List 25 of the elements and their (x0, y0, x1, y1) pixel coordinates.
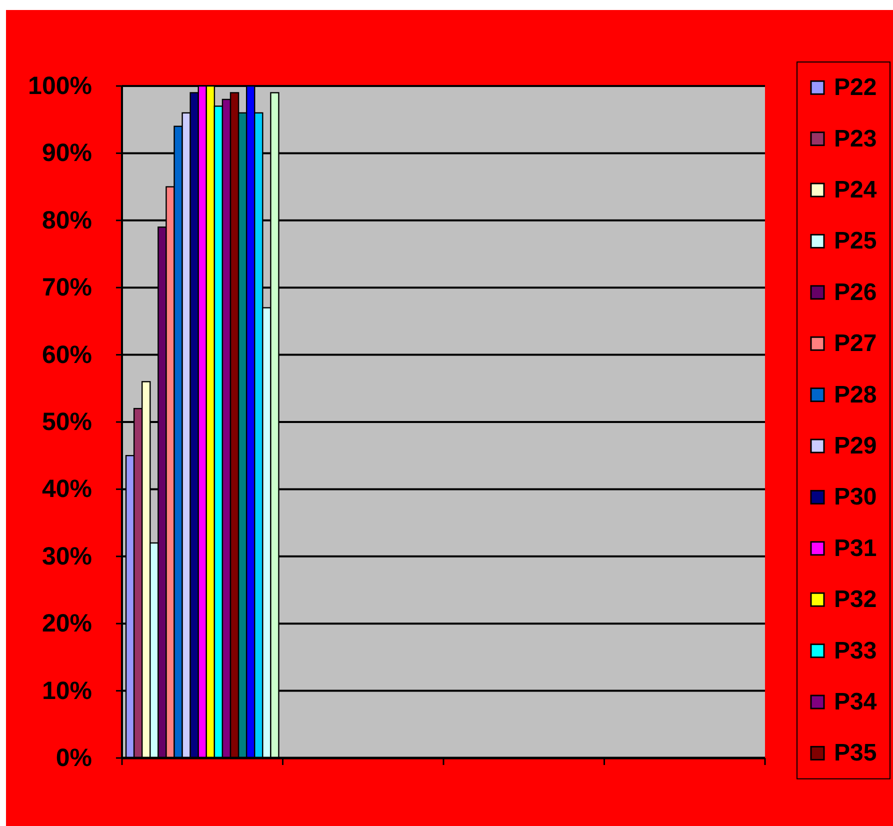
legend-label: P34 (834, 688, 878, 716)
y-tick-label: 0% (56, 744, 92, 772)
legend-label: P35 (834, 740, 877, 767)
legend-label: P32 (834, 586, 877, 614)
legend-label: P29 (834, 432, 877, 460)
legend-label: P30 (834, 484, 877, 511)
y-tick-label: 20% (42, 610, 92, 638)
legend-label: P23 (834, 125, 877, 152)
y-tick-label: 90% (42, 139, 92, 168)
y-tick-label: 70% (42, 274, 92, 302)
legend-label: P22 (834, 74, 877, 102)
legend-label: P28 (834, 381, 877, 408)
legend-label: P26 (834, 278, 877, 306)
legend-label: P33 (834, 637, 877, 664)
legend-label: P25 (834, 228, 877, 255)
legend-label: P24 (834, 176, 878, 204)
legend-label: P31 (834, 534, 877, 562)
y-tick-label: 50% (42, 408, 92, 436)
y-tick-label: 80% (42, 206, 92, 234)
y-tick-label: 100% (28, 72, 92, 100)
y-tick-label: 10% (42, 676, 92, 705)
y-tick-label: 40% (42, 475, 92, 504)
legend-label: P27 (834, 330, 877, 358)
y-tick-label: 60% (42, 340, 92, 369)
y-tick-label: 30% (42, 542, 92, 570)
